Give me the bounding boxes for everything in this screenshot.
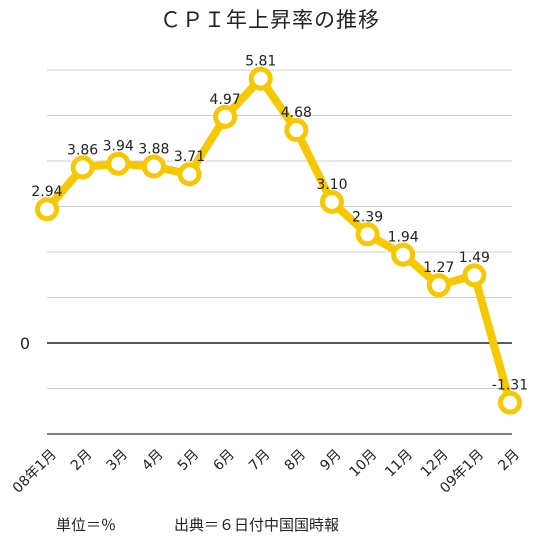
data-point	[106, 151, 131, 176]
data-label: 3.94	[103, 139, 134, 155]
data-label: 3.88	[138, 141, 169, 157]
y-tick-label-zero: 0	[20, 334, 30, 353]
data-point	[177, 162, 202, 187]
data-labels-layer: 2.94 3.86 3.94 3.88 3.71 4.97 5.81 4.68 3.10 2.39…	[31, 54, 528, 394]
x-tick-label: 2月	[68, 447, 96, 475]
data-label: 2.94	[31, 184, 62, 200]
data-point	[355, 222, 380, 247]
x-tick-label: 7月	[246, 447, 274, 475]
x-tick-label: 6月	[210, 447, 238, 475]
data-point	[213, 104, 238, 129]
x-tick-label: 9月	[317, 447, 345, 475]
data-label: 5.81	[245, 54, 276, 70]
x-tick-label: 11月	[382, 447, 416, 481]
data-point	[319, 189, 344, 214]
x-tick-label: 2月	[495, 447, 523, 475]
data-label: 4.68	[281, 105, 312, 121]
x-tick-label: 3月	[104, 447, 132, 475]
data-point	[498, 390, 522, 415]
x-tick-label: 4月	[139, 447, 167, 475]
x-tick-label: 10月	[347, 447, 381, 481]
points-layer	[35, 66, 522, 415]
series-line	[43, 74, 514, 407]
x-tick-label: 5月	[175, 447, 203, 475]
data-point	[426, 273, 451, 298]
data-point	[391, 242, 416, 267]
data-label: 2.39	[352, 209, 383, 225]
data-label: 1.27	[423, 260, 454, 276]
source-note: 出典＝６日付中国国時報	[174, 516, 340, 534]
x-tick-label: 08年1月	[10, 447, 60, 497]
data-label: 3.10	[316, 177, 347, 193]
x-tick-label: 8月	[282, 447, 310, 475]
data-label: 4.97	[209, 92, 240, 108]
data-label: 3.86	[67, 142, 98, 158]
data-point	[35, 197, 59, 222]
data-label: -1.31	[492, 378, 528, 394]
data-point	[141, 154, 166, 179]
grid-layer	[47, 69, 512, 435]
chart-title: ＣＰＩ年上昇率の推移	[160, 8, 380, 32]
data-point	[70, 155, 95, 180]
data-point	[248, 66, 273, 91]
data-label: 3.71	[174, 149, 205, 165]
data-point	[462, 263, 487, 288]
data-label: 1.94	[388, 230, 419, 246]
data-point	[284, 118, 309, 143]
unit-note: 単位＝％	[56, 516, 117, 534]
data-label: 1.49	[459, 250, 490, 266]
